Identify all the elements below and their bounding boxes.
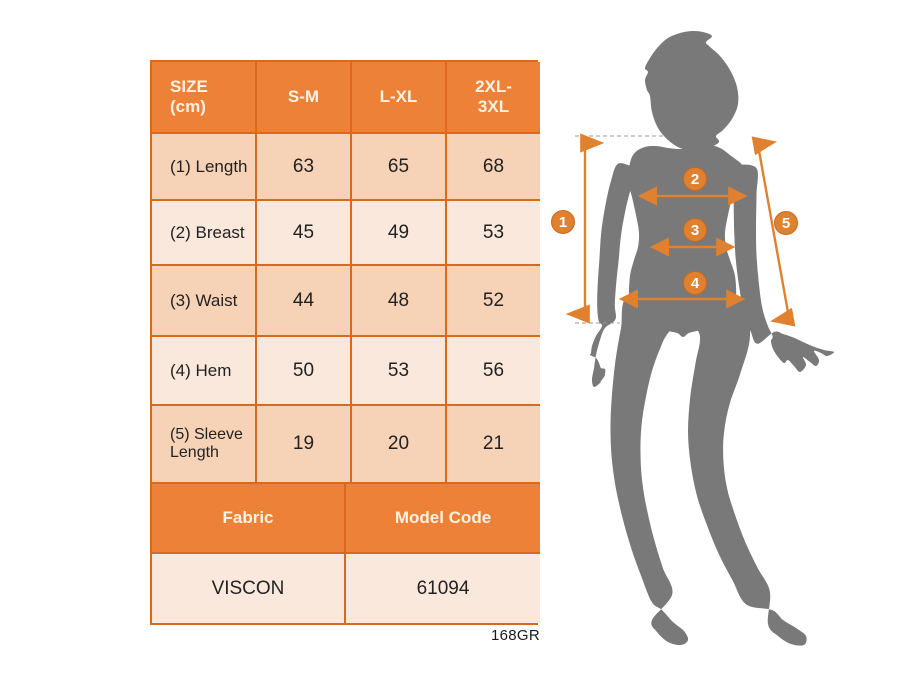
svg-text:4: 4 <box>691 275 700 292</box>
svg-text:1: 1 <box>559 214 567 231</box>
svg-text:2: 2 <box>691 171 699 188</box>
svg-text:3: 3 <box>691 222 699 239</box>
svg-text:5: 5 <box>782 215 790 232</box>
